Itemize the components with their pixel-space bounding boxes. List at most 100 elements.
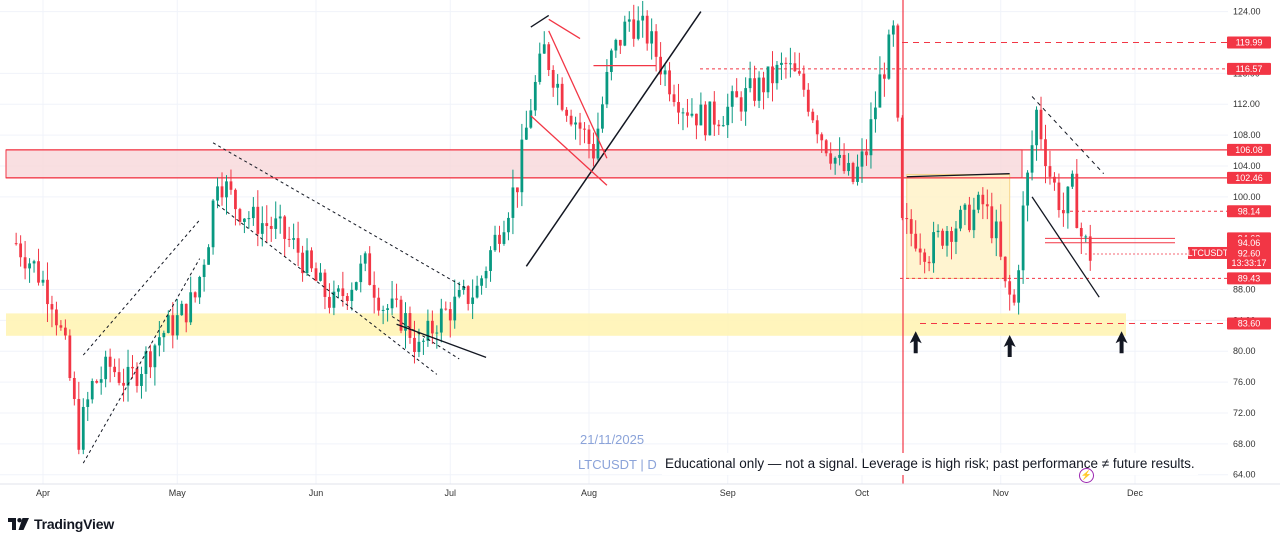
tradingview-logo-icon: [8, 518, 29, 530]
candle-body: [175, 315, 179, 336]
candle-body: [1026, 172, 1029, 206]
candle-body: [932, 232, 935, 264]
y-tick-label: 72.00: [1233, 408, 1256, 418]
price-tag: [1227, 171, 1271, 184]
candle-body: [636, 20, 640, 39]
candle-body: [887, 34, 891, 79]
channel-down-lower: [217, 204, 438, 375]
candle-body: [789, 63, 792, 65]
candle-body: [395, 298, 398, 300]
candle-body: [310, 250, 313, 269]
candle-body: [363, 253, 367, 264]
candle-body: [1079, 227, 1083, 237]
candle-body: [874, 107, 877, 120]
up-arrow-3: [1115, 331, 1128, 354]
candle-body: [189, 292, 193, 323]
x-tick-label: Oct: [855, 488, 870, 498]
candle-body: [198, 276, 202, 298]
candle-body: [681, 112, 685, 114]
candle-body: [507, 217, 510, 233]
candle-body: [882, 74, 886, 79]
pennant-top: [548, 18, 581, 40]
y-tick-label: 80.00: [1233, 346, 1256, 356]
candle-body: [243, 218, 246, 222]
candle-body: [1017, 270, 1021, 303]
candle-body: [677, 102, 680, 113]
candle-body: [399, 299, 403, 331]
candle-body: [99, 379, 103, 383]
candle-body: [968, 204, 971, 231]
lightning-icon[interactable]: ⚡: [1079, 468, 1094, 483]
candle-body: [560, 83, 564, 110]
candle-body: [153, 345, 157, 368]
candle-body: [663, 70, 667, 75]
candle-body: [569, 115, 573, 125]
candle-body: [426, 320, 430, 341]
candle-body: [81, 406, 85, 450]
candle-body: [775, 64, 779, 84]
x-tick-label: Sep: [720, 488, 736, 498]
candle-body: [95, 381, 99, 383]
candle-body: [55, 309, 58, 326]
price-tag: [1227, 272, 1271, 285]
candle-body: [900, 117, 904, 218]
candle-body: [793, 63, 797, 72]
candle-body: [354, 282, 358, 290]
candle-body: [695, 113, 698, 126]
candle-body: [771, 66, 774, 84]
trendlines: [82, 11, 1105, 464]
candle-body: [471, 297, 475, 304]
pennant-lower: [530, 115, 608, 186]
candle-body: [157, 337, 161, 346]
candle-body: [618, 39, 622, 46]
candle-body: [923, 252, 927, 262]
candle-body: [516, 187, 519, 193]
candle-body: [14, 243, 18, 245]
watermark-date: 21/11/2025: [580, 432, 645, 447]
candle-body: [1048, 166, 1052, 177]
price-tag-label: 102.46: [1235, 173, 1263, 183]
candle-body: [896, 25, 900, 118]
pennant-cap: [530, 14, 550, 28]
candle-body: [422, 340, 425, 342]
candle-body: [686, 112, 689, 116]
candle-body: [390, 298, 394, 309]
candle-body: [260, 223, 264, 234]
candle-body: [614, 39, 618, 51]
y-tick-label: 104.00: [1233, 161, 1261, 171]
candle-body: [547, 44, 551, 71]
candle-body: [927, 261, 931, 264]
candle-body: [314, 268, 318, 281]
y-tick-label: 112.00: [1233, 99, 1260, 109]
candle-body: [381, 309, 385, 311]
price-tag-label: 94.06: [1238, 238, 1261, 248]
candle-body: [184, 303, 188, 323]
candle-body: [914, 233, 918, 249]
x-tick-label: Apr: [36, 488, 50, 498]
candle-body: [708, 101, 712, 136]
candle-body: [336, 288, 340, 292]
candle-body: [171, 315, 175, 336]
candle-body: [1062, 210, 1065, 214]
candle-body: [909, 219, 913, 234]
candle-body: [162, 332, 166, 338]
current-price-label: 92.60: [1238, 248, 1261, 258]
candle-body: [23, 257, 27, 269]
footer: TradingView: [8, 512, 114, 536]
candle-body: [815, 120, 819, 135]
candle-body: [368, 253, 372, 285]
rising-trendline: [525, 11, 702, 267]
candle-body: [1035, 109, 1038, 146]
falling-channel-upper: [1031, 96, 1105, 175]
pennant-upper: [548, 30, 608, 159]
candle-body: [556, 83, 560, 88]
y-tick-label: 76.00: [1233, 377, 1256, 387]
candle-body: [131, 366, 134, 369]
candle-body: [824, 140, 828, 154]
candle-body: [856, 166, 859, 182]
candle-body: [46, 279, 49, 305]
candle-body: [444, 308, 448, 310]
candle-body: [811, 111, 815, 121]
candle-body: [104, 356, 108, 380]
price-chart[interactable]: 64.0068.0072.0076.0080.0084.0088.00100.0…: [0, 0, 1280, 505]
